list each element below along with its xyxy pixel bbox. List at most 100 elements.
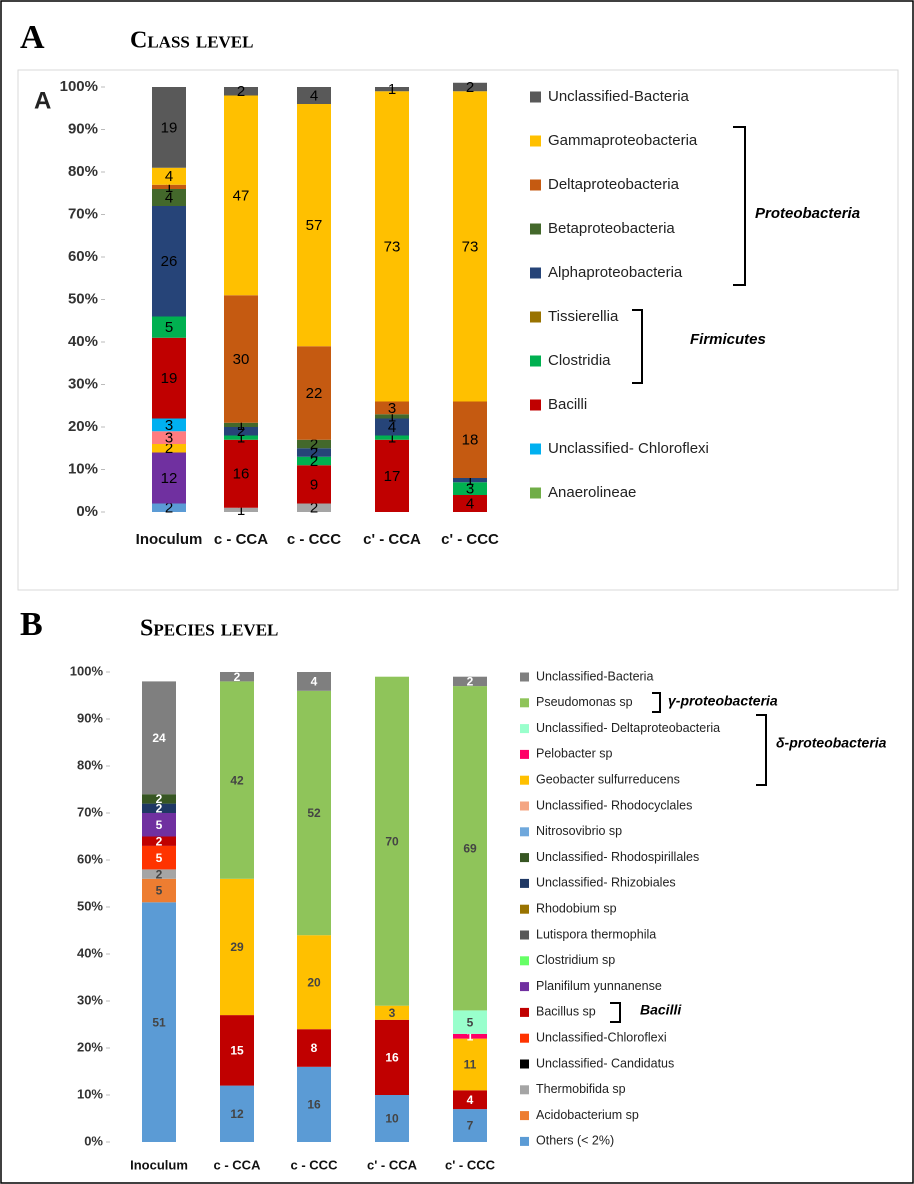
legend-label: Unclassified- Candidatus bbox=[536, 1056, 674, 1070]
x-tick-label: Inoculum bbox=[136, 531, 203, 548]
data-label: 2 bbox=[234, 670, 241, 684]
data-label: 42 bbox=[230, 773, 244, 787]
bar-segment bbox=[375, 1095, 409, 1142]
bar-segment bbox=[142, 813, 176, 837]
y-tick-label: 30% bbox=[77, 992, 103, 1007]
bar-segment bbox=[224, 87, 258, 96]
y-tick-label: 70% bbox=[68, 205, 98, 222]
data-label: 2 bbox=[156, 792, 163, 806]
data-label: 16 bbox=[233, 466, 250, 483]
legend-label: Planifilum yunnanense bbox=[536, 979, 662, 993]
legend-label: Unclassified-Bacteria bbox=[548, 88, 690, 105]
data-label: 70 bbox=[385, 834, 399, 848]
bar-segment bbox=[152, 444, 186, 453]
legend-label: Thermobifida sp bbox=[536, 1082, 626, 1096]
data-label: 2 bbox=[165, 500, 173, 517]
y-tick-label: 90% bbox=[77, 710, 103, 725]
panel-title: Class level bbox=[130, 28, 254, 54]
bar-segment bbox=[152, 189, 186, 206]
bar-segment bbox=[142, 878, 176, 903]
legend-swatch bbox=[520, 801, 529, 811]
bar-segment bbox=[375, 401, 409, 415]
data-label: 3 bbox=[165, 430, 173, 447]
data-label: 3 bbox=[466, 481, 474, 498]
annotation: Bacilli bbox=[640, 1002, 682, 1018]
bar-segment bbox=[142, 794, 176, 804]
data-label: 5 bbox=[156, 884, 163, 898]
legend-swatch bbox=[520, 904, 529, 914]
y-tick-label: 70% bbox=[77, 804, 103, 819]
legend-label: Pseudomonas sp bbox=[536, 695, 633, 709]
data-label: 2 bbox=[466, 79, 474, 96]
legend-label: Gammaproteobacteria bbox=[548, 132, 698, 149]
legend-swatch bbox=[520, 672, 529, 682]
data-label: 52 bbox=[307, 806, 321, 820]
data-label: 24 bbox=[152, 731, 166, 745]
x-tick-label: c - CCA bbox=[214, 531, 268, 548]
data-label: 2 bbox=[237, 83, 245, 100]
panel-label: A bbox=[20, 19, 45, 56]
data-label: 1 bbox=[467, 1029, 474, 1043]
legend-label: Pelobacter sp bbox=[536, 747, 612, 761]
bar-segment bbox=[152, 337, 186, 419]
data-label: 2 bbox=[467, 675, 474, 689]
bar-segment bbox=[453, 495, 487, 512]
legend-label: Acidobacterium sp bbox=[536, 1108, 639, 1122]
data-label: 51 bbox=[152, 1015, 166, 1029]
bar-segment bbox=[453, 82, 487, 92]
legend-label: Unclassified- Chloroflexi bbox=[548, 440, 709, 457]
data-label: 4 bbox=[165, 168, 173, 185]
bar-segment bbox=[375, 91, 409, 402]
data-label: 12 bbox=[161, 470, 178, 487]
y-tick-label: 90% bbox=[68, 120, 98, 137]
data-label: 9 bbox=[310, 476, 318, 493]
legend-swatch bbox=[520, 1033, 529, 1043]
data-label: 3 bbox=[389, 1006, 396, 1020]
x-tick-label: c' - CCA bbox=[367, 1157, 418, 1172]
legend-label: Unclassified- Deltaproteobacteria bbox=[536, 721, 720, 735]
bracket bbox=[756, 714, 767, 786]
data-label: 20 bbox=[307, 975, 321, 989]
legend-swatch bbox=[530, 91, 541, 103]
y-tick-label: 60% bbox=[77, 851, 103, 866]
bracket bbox=[652, 692, 661, 713]
bar-segment bbox=[152, 316, 186, 338]
data-label: 1 bbox=[237, 502, 245, 519]
data-label: 8 bbox=[311, 1041, 318, 1055]
bar-segment bbox=[297, 465, 331, 504]
data-label: 73 bbox=[462, 238, 479, 255]
annotation: Firmicutes bbox=[690, 331, 766, 348]
legend-label: Geobacter sulfurreducens bbox=[536, 772, 680, 786]
data-label: 22 bbox=[306, 385, 323, 402]
data-label: 1 bbox=[388, 430, 396, 447]
data-label: 17 bbox=[384, 468, 401, 485]
bar-segment bbox=[152, 206, 186, 317]
legend-label: Tissierellia bbox=[548, 308, 619, 325]
bar-segment bbox=[152, 418, 186, 432]
x-tick-label: Inoculum bbox=[130, 1157, 188, 1172]
panel-label: B bbox=[20, 606, 43, 643]
y-tick-label: 60% bbox=[68, 248, 98, 265]
legend-label: Betaproteobacteria bbox=[548, 220, 675, 237]
bar-segment bbox=[142, 803, 176, 813]
legend-label: Clostridium sp bbox=[536, 953, 615, 967]
data-label: 26 bbox=[161, 253, 178, 270]
bar-segment bbox=[453, 478, 487, 483]
bar-segment bbox=[297, 672, 331, 691]
legend-swatch bbox=[520, 1007, 529, 1017]
legend-swatch bbox=[520, 827, 529, 837]
annotation: Proteobacteria bbox=[755, 205, 860, 222]
x-tick-label: c - CCC bbox=[287, 531, 341, 548]
bar-segment bbox=[152, 87, 186, 168]
bar-segment bbox=[297, 104, 331, 347]
data-label: 4 bbox=[165, 189, 173, 206]
data-label: 18 bbox=[462, 432, 479, 449]
bar-segment bbox=[375, 87, 409, 92]
data-label: 12 bbox=[230, 1107, 244, 1121]
bar-segment bbox=[453, 676, 487, 687]
data-label: 1 bbox=[388, 408, 396, 425]
bar-segment bbox=[453, 482, 487, 495]
legend-swatch bbox=[520, 724, 529, 734]
legend-swatch bbox=[520, 956, 529, 966]
y-tick-label: 100% bbox=[70, 663, 104, 678]
